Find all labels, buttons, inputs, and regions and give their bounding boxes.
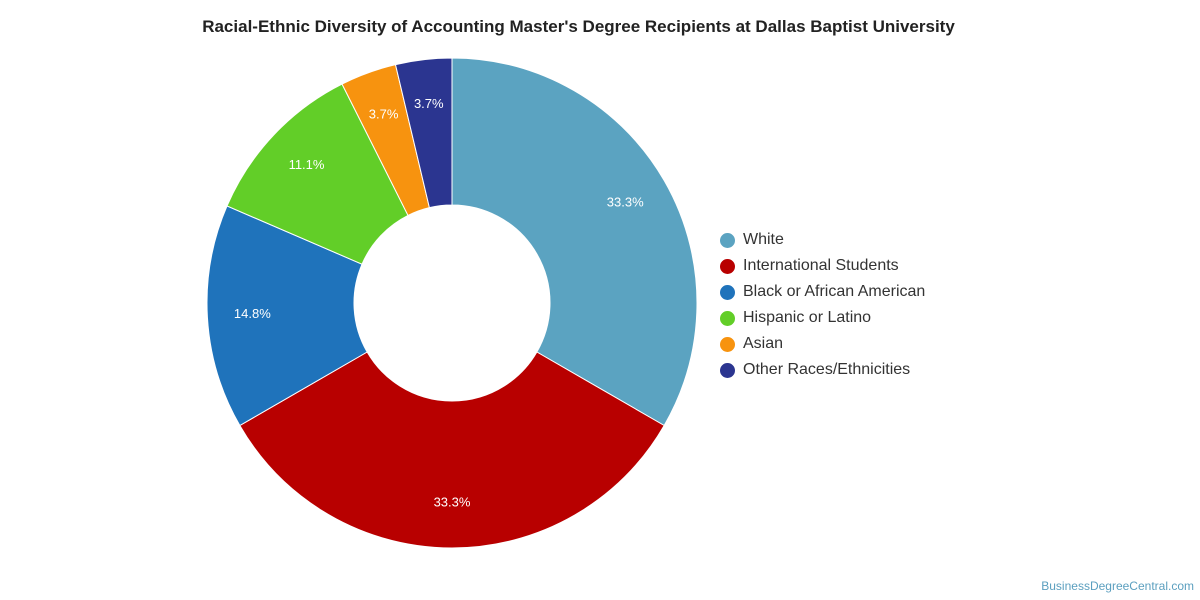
chart-legend: White International Students Black or Afri… [720, 227, 925, 383]
slice-hispanic-or-latino[interactable] [226, 83, 409, 265]
legend-label: Other Races/Ethnicities [743, 361, 911, 378]
slice-black-or-african-american[interactable] [206, 205, 368, 427]
legend-swatch-icon [720, 258, 735, 274]
legend-label: Asian [743, 335, 784, 352]
legend-swatch-icon [720, 284, 735, 300]
slice-label-3: 11.1% [289, 157, 325, 172]
legend-swatch-icon [720, 362, 735, 378]
legend-item-white[interactable]: White [720, 227, 925, 253]
source-credit[interactable]: BusinessDegreeCentral.com [1041, 579, 1194, 593]
slice-other-races-ethnicities[interactable] [394, 57, 453, 209]
legend-label: White [743, 231, 784, 248]
slice-label-5: 3.7% [414, 96, 444, 111]
legend-item-asian[interactable]: Asian [720, 331, 925, 357]
legend-label: Hispanic or Latino [743, 309, 872, 326]
legend-item-black-or-african-american[interactable]: Black or African American [720, 279, 925, 305]
legend-swatch-icon [720, 310, 735, 326]
slice-label-1: 33.3% [434, 494, 471, 509]
slice-label-2: 14.8% [234, 306, 271, 321]
legend-item-other-races-ethnicities[interactable]: Other Races/Ethnicities [720, 357, 925, 383]
legend-item-hispanic-or-latino[interactable]: Hispanic or Latino [720, 305, 925, 331]
chart-title: Racial-Ethnic Diversity of Accounting Ma… [202, 17, 955, 36]
legend-swatch-icon [720, 232, 735, 248]
slice-label-4: 3.7% [369, 106, 399, 121]
legend-item-international-students[interactable]: International Students [720, 253, 925, 279]
slice-label-0: 33.3% [607, 194, 644, 209]
legend-swatch-icon [720, 336, 735, 352]
slice-white[interactable] [451, 57, 698, 427]
slice-international-students[interactable] [239, 351, 665, 549]
legend-label: International Students [743, 257, 899, 274]
legend-label: Black or African American [743, 283, 926, 300]
